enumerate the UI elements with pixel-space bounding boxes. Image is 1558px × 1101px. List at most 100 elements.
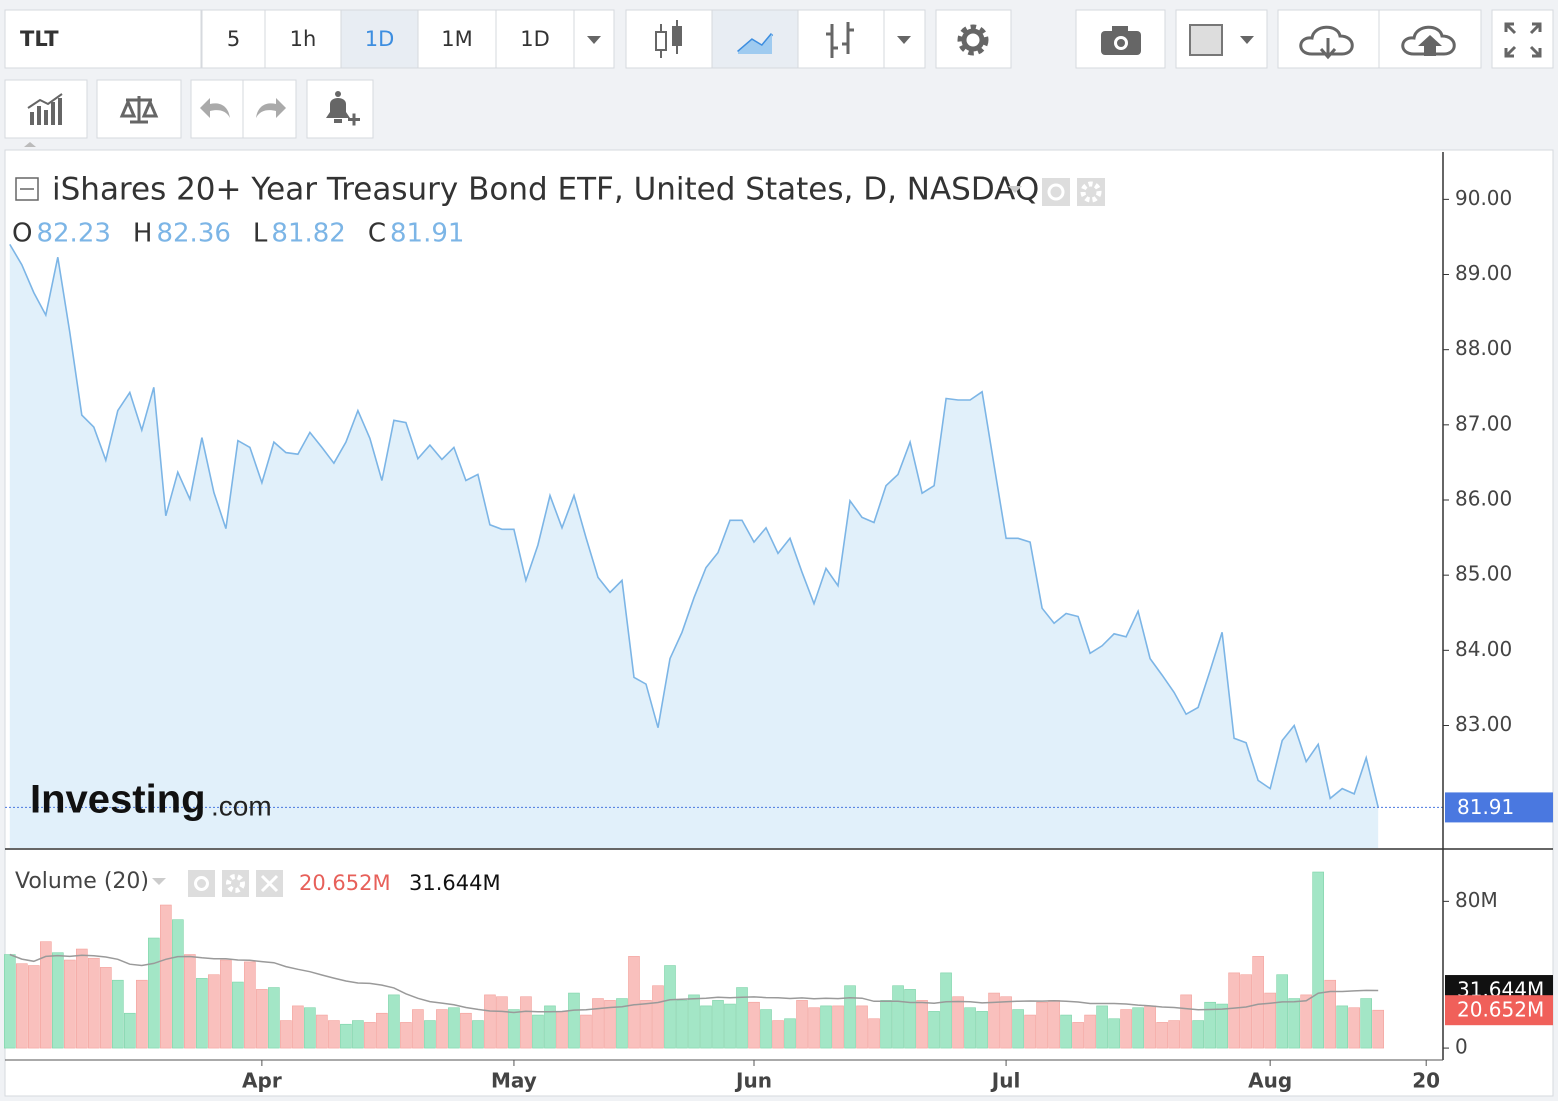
volume-bar	[484, 994, 496, 1049]
ohlc-legend: O 82.23 H 82.36 L 81.82 C 81.91	[12, 219, 464, 249]
volume-bar	[1108, 1018, 1120, 1049]
volume-bar	[520, 996, 532, 1049]
dropdown-arrow	[1240, 36, 1254, 44]
watermark-brand: Investing	[30, 778, 206, 822]
interval-group: 5 1h 1D 1M 1D	[201, 9, 575, 69]
x-tick-label: Jun	[734, 1069, 772, 1093]
y-tick-label: 86.00	[1455, 487, 1512, 511]
volume-bar	[508, 1009, 520, 1049]
settings-button[interactable]	[935, 9, 1012, 69]
collapse-arrow	[24, 142, 36, 147]
volume-bar	[1240, 974, 1252, 1049]
candles-button[interactable]	[625, 9, 713, 69]
volume-bar	[232, 981, 244, 1049]
volume-bar	[196, 978, 208, 1049]
volume-bar	[664, 965, 676, 1049]
volume-bar	[892, 985, 904, 1049]
volume-bar	[976, 1011, 988, 1049]
indicators-button[interactable]	[4, 79, 88, 139]
volume-bar	[628, 956, 640, 1049]
fullscreen-button[interactable]	[1491, 9, 1554, 69]
visibility-button[interactable]	[1042, 178, 1070, 206]
volume-bar	[736, 987, 748, 1049]
volume-bar	[1048, 1000, 1060, 1049]
interval-button[interactable]	[264, 9, 342, 69]
candles-icon	[655, 20, 682, 58]
volume-bar	[868, 1018, 880, 1049]
x-tick-label: Jul	[990, 1069, 1021, 1093]
interval-button[interactable]	[417, 9, 497, 69]
volume-bar	[424, 1020, 436, 1049]
undo-icon	[200, 98, 230, 118]
cloud-upload-icon	[1401, 25, 1456, 56]
volume-visibility[interactable]	[188, 870, 215, 897]
interval-button[interactable]	[340, 9, 419, 69]
down-arrow	[1319, 38, 1337, 60]
y-tick-label: 83.00	[1455, 712, 1512, 736]
volume-bar	[940, 972, 952, 1049]
volume-bar	[76, 948, 88, 1049]
ohlc-key: H	[133, 219, 153, 249]
volume-bar	[928, 1011, 940, 1049]
volume-bar	[244, 961, 256, 1049]
volume-bar	[364, 1022, 376, 1049]
volume-bar	[556, 1011, 568, 1049]
volume-bar	[604, 1000, 616, 1049]
volume-bar	[1372, 1009, 1384, 1049]
volume-bar	[1276, 974, 1288, 1049]
interval-label: 1M	[441, 27, 472, 51]
volume-bar	[220, 959, 232, 1049]
bars-icon	[826, 22, 854, 58]
y-tick-label: 89.00	[1455, 261, 1512, 285]
volume-bar	[616, 998, 628, 1049]
symbol-box[interactable]	[4, 9, 202, 69]
volume-bar	[1024, 1014, 1036, 1049]
volume-bar	[436, 1009, 448, 1049]
volume-bar	[1192, 1020, 1204, 1049]
volume-bar	[1084, 1014, 1096, 1049]
volume-bar	[304, 1007, 316, 1049]
volume-last-tag-bg	[1445, 995, 1553, 1026]
volume-bar	[400, 1022, 412, 1049]
volume-bar	[1336, 1005, 1348, 1049]
volume-dropdown[interactable]	[152, 878, 166, 885]
interval-label: 5	[227, 27, 240, 51]
last-price-tag-bg	[1445, 792, 1553, 823]
volume-bar	[820, 1005, 832, 1049]
volume-bar	[256, 989, 268, 1049]
volume-bar	[328, 1020, 340, 1049]
x-tick-label: 20	[1412, 1069, 1440, 1093]
volume-bar	[964, 1007, 976, 1049]
volume-bar	[844, 985, 856, 1049]
volume-bar	[388, 994, 400, 1049]
volume-bar	[652, 985, 664, 1049]
volume-bar	[988, 992, 1000, 1049]
toolbar-secondary	[4, 79, 374, 139]
volume-bar	[1324, 979, 1336, 1049]
volume-bar	[1228, 972, 1240, 1049]
volume-bar	[316, 1014, 328, 1049]
volume-bar	[1288, 998, 1300, 1049]
volume-bar	[148, 937, 160, 1049]
interval-button[interactable]	[201, 9, 266, 69]
alert-icon	[326, 91, 360, 126]
volume-bar	[1132, 1007, 1144, 1049]
bars-button[interactable]	[797, 9, 885, 69]
y-tick-label: 88.00	[1455, 336, 1512, 360]
x-tick-label: May	[491, 1069, 537, 1093]
price-area	[9, 244, 1379, 848]
area-button[interactable]	[711, 9, 799, 69]
volume-bar	[1072, 1022, 1084, 1049]
interval-button[interactable]	[495, 9, 575, 69]
watermark-domain: .com	[211, 790, 272, 821]
volume-bar	[856, 1005, 868, 1049]
volume-bar	[52, 952, 64, 1049]
volume-y-tick-label: 0	[1455, 1035, 1468, 1059]
volume-bar	[688, 994, 700, 1049]
volume-bar	[16, 963, 28, 1049]
volume-bar	[1312, 871, 1324, 1049]
volume-bar	[1180, 994, 1192, 1049]
title-dropdown[interactable]	[1008, 186, 1022, 193]
last-price-tag: 81.91	[1457, 795, 1514, 819]
